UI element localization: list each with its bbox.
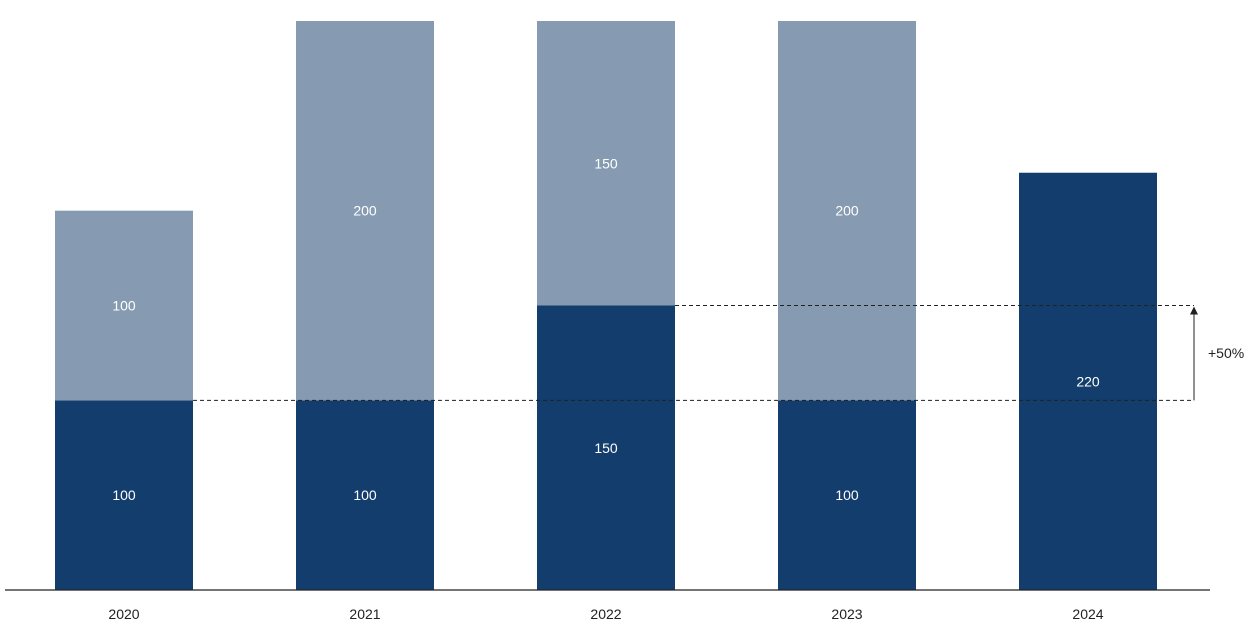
bar-segment-2023-series-2 [778,21,916,401]
bar-segment-2021-series-1 [296,400,434,590]
data-label-2020-series-1: 100 [112,487,136,503]
x-axis-ticks-group: 2020 2021 2022 2023 2024 [108,606,1103,622]
data-label-2022-series-1: 150 [594,440,618,456]
x-tick-label-2021: 2021 [349,606,380,622]
data-label-2024-series-1: 220 [1076,373,1100,389]
data-label-2021-series-2: 200 [353,203,377,219]
bar-segment-2022-series-2 [537,21,675,306]
growth-annotation: +50% [193,305,1244,401]
x-tick-label-2020: 2020 [108,606,139,622]
bar-segment-2023-series-1 [778,400,916,590]
growth-annotation-label: +50% [1208,345,1244,361]
arrow-up-icon [1190,306,1198,315]
data-label-2022-series-2: 150 [594,155,618,171]
data-label-2023-series-1: 100 [835,487,859,503]
bar-segment-2020-series-2 [55,210,193,401]
bar-segment-2020-series-1 [55,400,193,590]
data-label-2023-series-2: 200 [835,203,859,219]
bar-segment-2022-series-1 [537,305,675,590]
bar-segment-2021-series-2 [296,21,434,401]
data-label-2020-series-2: 100 [112,298,136,314]
x-tick-label-2022: 2022 [590,606,621,622]
bar-segment-2024-series-1 [1019,172,1157,590]
bars-group [55,21,1157,590]
x-tick-label-2023: 2023 [831,606,862,622]
data-label-2021-series-1: 100 [353,487,377,503]
x-tick-label-2024: 2024 [1072,606,1103,622]
segment-labels-group: 100 100 100 200 150 150 100 200 220 [112,155,1100,503]
